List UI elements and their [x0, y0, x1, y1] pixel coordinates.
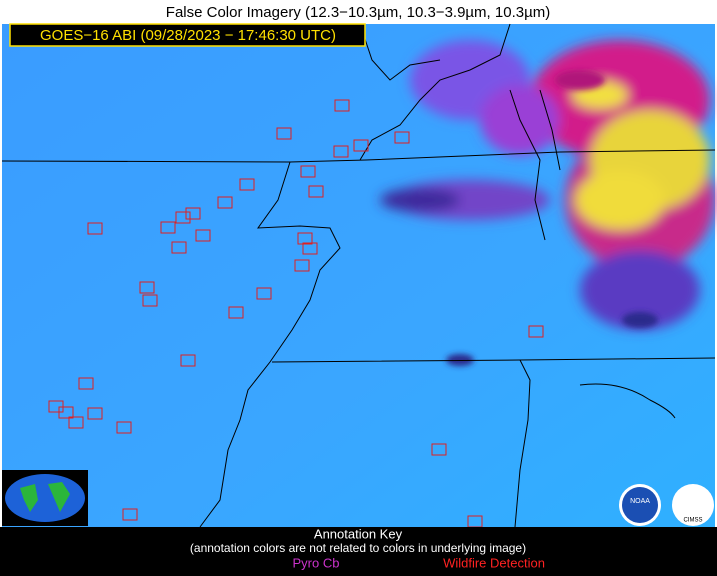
fire-box — [195, 229, 211, 242]
fire-box — [297, 232, 313, 245]
annotation-key-panel — [0, 527, 717, 576]
fire-box — [116, 421, 132, 434]
fire-box — [353, 139, 369, 152]
cimss-logo: CIMSS — [672, 484, 714, 526]
fire-box — [185, 207, 201, 220]
fire-box — [58, 406, 74, 419]
key-wildfire: Wildfire Detection — [443, 555, 545, 570]
fire-box — [160, 221, 176, 234]
fire-box — [180, 354, 196, 367]
globe-icon — [2, 470, 88, 526]
wildfire-detections — [48, 99, 544, 528]
timestamp-box — [9, 23, 366, 47]
timestamp: GOES−16 ABI (09/28/2023 − 17:46:30 UTC) — [40, 27, 336, 44]
fire-box — [308, 185, 324, 198]
fire-box — [68, 416, 84, 429]
fire-box — [256, 287, 272, 300]
fire-box — [217, 196, 233, 209]
fire-box — [122, 508, 138, 521]
fire-box — [294, 259, 310, 272]
fire-box — [78, 377, 94, 390]
fire-box — [431, 443, 447, 456]
fire-box — [276, 127, 292, 140]
fire-box — [87, 222, 103, 235]
fire-box — [87, 407, 103, 420]
key-pyrocb: Pyro Cb — [293, 555, 340, 570]
key-title: Annotation Key — [314, 526, 403, 541]
fire-box — [394, 131, 410, 144]
noaa-logo: NOAA — [619, 484, 661, 526]
fire-box — [139, 281, 155, 294]
fire-box — [333, 145, 349, 158]
fire-box — [334, 99, 350, 112]
fire-box — [528, 325, 544, 338]
title: False Color Imagery (12.3−10.3µm, 10.3−3… — [166, 4, 550, 21]
borders — [1, 23, 716, 528]
fire-box — [142, 294, 158, 307]
cimss-text: CIMSS — [683, 518, 702, 524]
key-note: (annotation colors are not related to co… — [190, 541, 526, 555]
fire-box — [302, 242, 318, 255]
fire-box — [239, 178, 255, 191]
fire-box — [175, 211, 191, 224]
noaa-text: NOAA — [630, 498, 650, 505]
satellite-image — [1, 23, 716, 528]
fire-box — [171, 241, 187, 254]
fire-box — [228, 306, 244, 319]
fire-box — [300, 165, 316, 178]
